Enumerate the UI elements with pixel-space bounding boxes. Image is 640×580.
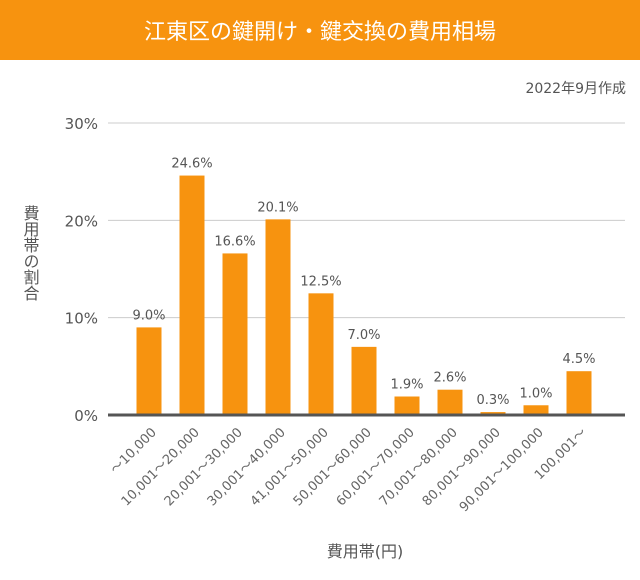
x-tick-label: 10,001～20,000 bbox=[119, 425, 203, 509]
x-tick-label: 60,001～70,000 bbox=[334, 425, 418, 509]
bar bbox=[394, 396, 420, 415]
data-label: 1.9% bbox=[390, 378, 423, 393]
data-label: 1.0% bbox=[519, 386, 552, 401]
bar bbox=[222, 253, 248, 415]
y-axis-label: 費用帯の割合 bbox=[21, 205, 40, 301]
chart-title: 江東区の鍵開け・鍵交換の費用相場 bbox=[0, 0, 640, 60]
data-label: 20.1% bbox=[257, 200, 298, 215]
y-tick-label: 10% bbox=[65, 310, 98, 328]
x-tick-label: 30,001～40,000 bbox=[205, 425, 289, 509]
data-label: 16.6% bbox=[214, 234, 255, 249]
data-label: 4.5% bbox=[562, 352, 595, 367]
x-tick-label: 50,001～60,000 bbox=[291, 425, 375, 509]
x-tick-label: 41,001～50,000 bbox=[248, 425, 332, 509]
y-tick-label: 20% bbox=[65, 212, 98, 230]
x-tick-label: 70,001～80,000 bbox=[377, 425, 461, 509]
bar bbox=[308, 293, 334, 415]
bar bbox=[179, 175, 205, 415]
bar bbox=[566, 371, 592, 415]
bar bbox=[351, 346, 377, 415]
x-axis-label: 費用帯(円) bbox=[327, 542, 404, 561]
bar bbox=[265, 219, 291, 415]
data-label: 0.3% bbox=[476, 393, 509, 408]
data-label: 9.0% bbox=[132, 308, 165, 323]
data-label: 7.0% bbox=[347, 328, 380, 343]
bar bbox=[136, 327, 162, 415]
data-label: 24.6% bbox=[171, 157, 212, 172]
y-tick-label: 0% bbox=[74, 407, 98, 425]
x-tick-label: 20,001～30,000 bbox=[162, 425, 246, 509]
y-tick-label: 30% bbox=[65, 115, 98, 133]
data-label: 2.6% bbox=[433, 371, 466, 386]
created-date: 2022年9月作成 bbox=[525, 81, 626, 97]
x-tick-label: 80,001～90,000 bbox=[420, 425, 504, 509]
data-label: 12.5% bbox=[300, 274, 341, 289]
bar bbox=[523, 405, 549, 415]
bar bbox=[437, 389, 463, 415]
